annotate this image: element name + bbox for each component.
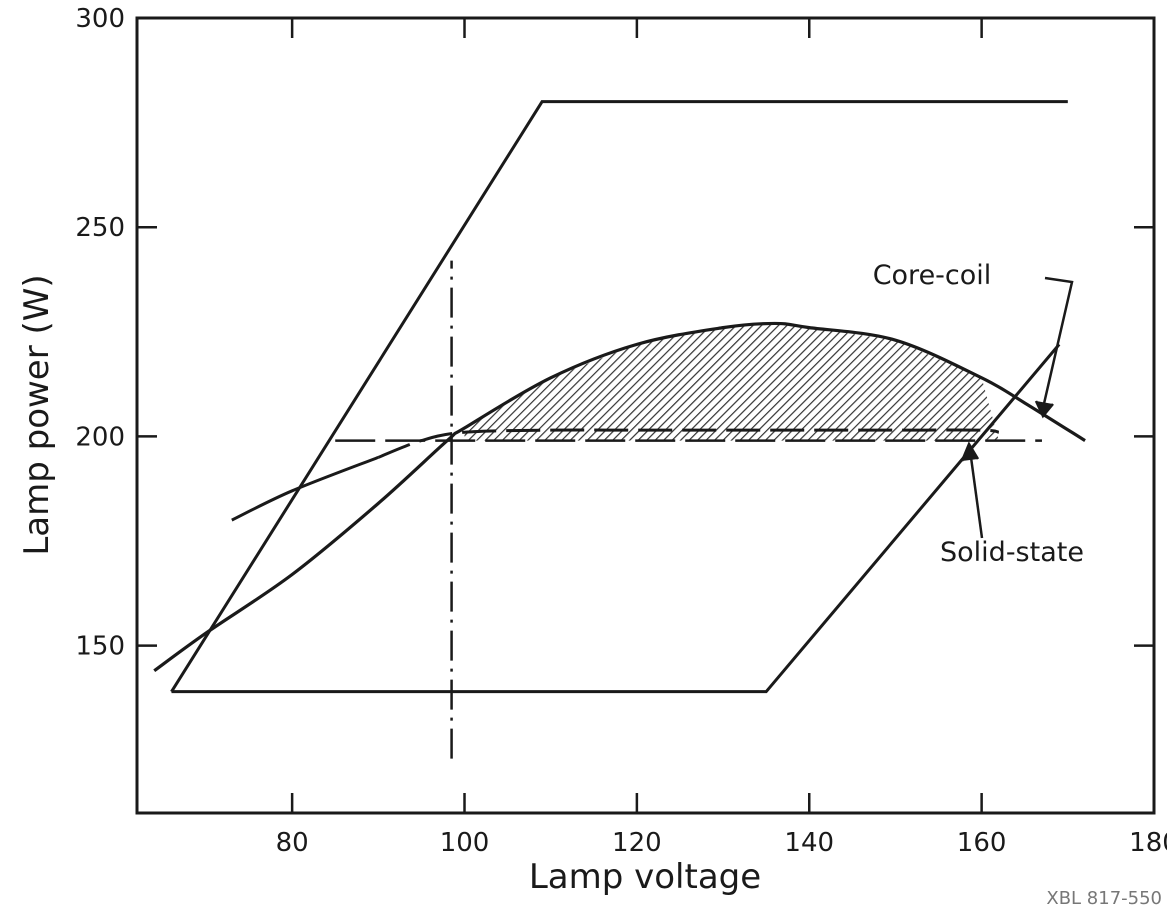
annotation-core-coil: Core-coil bbox=[873, 260, 992, 291]
shaded-region bbox=[464, 323, 999, 441]
tick-labels: 80 100 120 140 160 180 150 200 250 300 bbox=[75, 4, 1167, 858]
series-solid-state-start bbox=[231, 455, 379, 522]
annotation-arrow-solid-state bbox=[960, 441, 984, 539]
axis-ticks bbox=[137, 16, 1156, 813]
figure-stamp: XBL 817-550 bbox=[1046, 888, 1162, 907]
x-tick-label: 180 bbox=[1129, 828, 1167, 858]
y-axis-title: Lamp power (W) bbox=[17, 274, 57, 555]
x-axis-title: Lamp voltage bbox=[529, 857, 761, 897]
x-tick-label: 160 bbox=[957, 828, 1007, 858]
x-tick-label: 120 bbox=[612, 828, 662, 858]
x-tick-label: 80 bbox=[276, 828, 309, 858]
plot-frame bbox=[135, 16, 1156, 815]
annotation-solid-state: Solid-state bbox=[940, 537, 1084, 568]
annotation-arrow-core-coil bbox=[1034, 276, 1074, 419]
y-tick-label: 300 bbox=[75, 4, 125, 34]
series-solid-state bbox=[377, 428, 1000, 459]
x-tick-label: 140 bbox=[784, 828, 834, 858]
series-core-coil bbox=[153, 321, 1086, 673]
x-tick-label: 100 bbox=[440, 828, 490, 858]
y-tick-label: 250 bbox=[75, 213, 125, 243]
y-tick-label: 200 bbox=[75, 422, 125, 452]
series-regulation-upper bbox=[170, 100, 1068, 693]
y-tick-label: 150 bbox=[75, 632, 125, 662]
